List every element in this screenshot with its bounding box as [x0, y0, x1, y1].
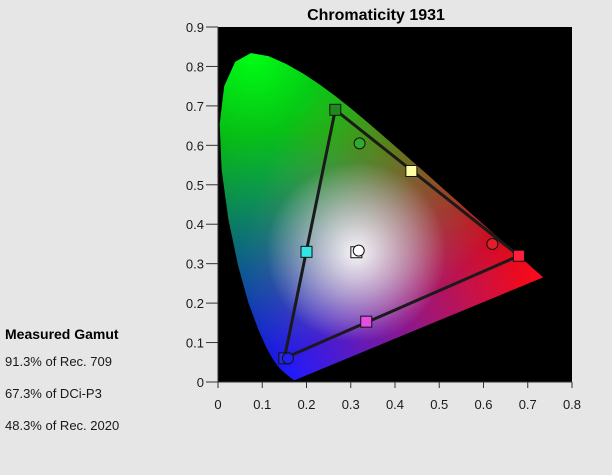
- y-tick-label: 0.7: [186, 99, 204, 114]
- y-tick-label: 0.3: [186, 257, 204, 272]
- gamut-rec2020: 48.3% of Rec. 2020: [5, 418, 120, 433]
- y-tick-label: 0.8: [186, 59, 204, 74]
- markers: [278, 103, 525, 365]
- measured-marker-green: [353, 137, 366, 150]
- gamut-dcip3: 67.3% of DCi-P3: [5, 386, 102, 401]
- x-tick-label: 0.4: [386, 397, 404, 412]
- gamut-rec709: 91.3% of Rec. 709: [5, 354, 112, 369]
- y-tick-label: 0.5: [186, 178, 204, 193]
- reference-marker-red: [512, 249, 525, 262]
- reference-marker-cyan: [300, 245, 313, 258]
- x-tick-label: 0.6: [474, 397, 492, 412]
- y-tick-label: 0: [197, 375, 204, 390]
- reference-marker-magenta: [360, 315, 373, 328]
- measured-gamut-panel: Measured Gamut 91.3% of Rec. 709 67.3% o…: [5, 326, 185, 448]
- x-tick-label: 0.8: [563, 397, 581, 412]
- y-tick-label: 0.4: [186, 217, 204, 232]
- y-tick-label: 0.9: [186, 20, 204, 35]
- x-tick-label: 0.7: [519, 397, 537, 412]
- gamut-title: Measured Gamut: [5, 326, 119, 342]
- reference-gamut-triangle: [282, 108, 521, 360]
- x-tick-label: 0.1: [253, 397, 271, 412]
- measured-marker-blue: [281, 352, 294, 365]
- y-tick-label: 0.1: [186, 336, 204, 351]
- x-tick-label: 0.2: [297, 397, 315, 412]
- x-tick-label: 0.5: [430, 397, 448, 412]
- y-tick-label: 0.6: [186, 138, 204, 153]
- x-tick-label: 0: [214, 397, 221, 412]
- reference-marker-green: [329, 103, 342, 116]
- measured-marker-white: [352, 244, 365, 257]
- reference-gamut: [282, 108, 521, 360]
- reference-marker-yellow: [405, 164, 418, 177]
- y-tick-label: 0.2: [186, 296, 204, 311]
- measured-marker-red: [486, 237, 499, 250]
- chart-title: Chromaticity 1931: [307, 7, 445, 24]
- axes: 0 0.1 0.2 0.3 0.4 0.5 0.6 0.7 0.8 0 0.1 0.2 0.3 0.4 0.…: [186, 20, 581, 412]
- x-tick-label: 0.3: [342, 397, 360, 412]
